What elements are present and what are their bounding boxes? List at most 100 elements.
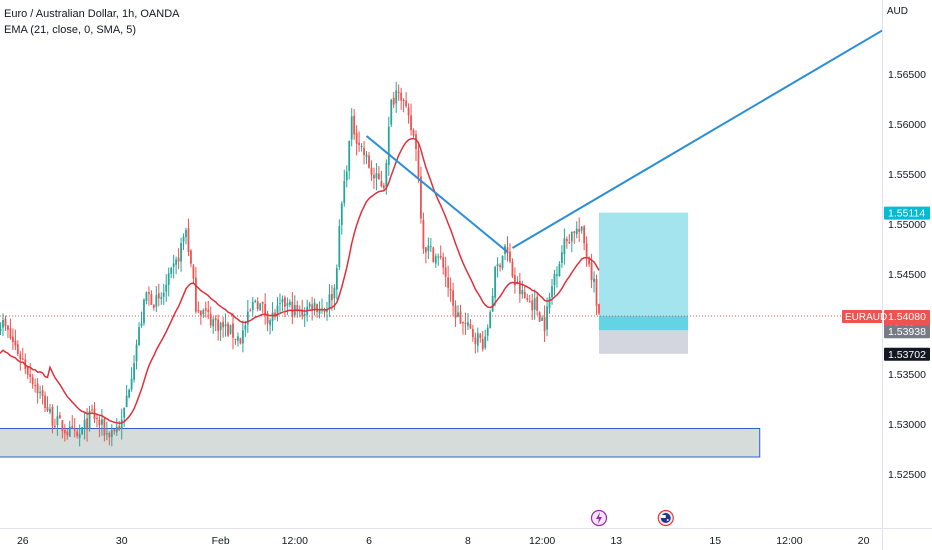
candle-body <box>204 308 207 311</box>
candle-body <box>162 292 165 297</box>
x-tick-label: 12:00 <box>282 535 308 547</box>
ema-indicator-label[interactable]: EMA (21, close, 0, SMA, 5) <box>4 24 137 36</box>
candle-body <box>4 318 7 327</box>
candle-body <box>194 277 197 312</box>
candle-body <box>187 228 190 253</box>
candle-body <box>190 250 192 264</box>
candle-body <box>152 305 155 308</box>
candle-body <box>486 327 489 336</box>
candle-body <box>41 390 44 396</box>
candle-body <box>145 292 148 302</box>
candle-body <box>328 294 331 309</box>
candle-body <box>224 324 227 327</box>
candle-body <box>526 298 529 301</box>
candle-body <box>177 257 180 262</box>
plot-area <box>0 29 882 458</box>
candle-body <box>568 242 571 244</box>
candle-body <box>402 100 405 102</box>
candle-body <box>21 358 24 360</box>
candle-body <box>318 308 321 314</box>
candle-body <box>26 367 29 375</box>
candle-body <box>365 154 368 157</box>
candle-body <box>202 310 205 315</box>
candle-body <box>462 321 464 324</box>
candle-body <box>598 304 600 314</box>
x-tick-label: Feb <box>212 535 230 547</box>
y-tick-label: 1.56000 <box>888 119 926 131</box>
candle-body <box>34 385 37 387</box>
candle-body <box>311 304 314 311</box>
candle-body <box>241 330 244 344</box>
candle-body <box>556 274 558 276</box>
candle-body <box>417 150 420 177</box>
candle-body <box>363 147 365 156</box>
candle-body <box>340 203 343 225</box>
candle-body <box>222 321 224 328</box>
candle-body <box>120 419 123 429</box>
candle-body <box>170 267 173 274</box>
symbol-title[interactable]: Euro / Australian Dollar, 1h, OANDA <box>4 8 180 20</box>
y-tick-label: 1.52500 <box>888 469 926 481</box>
candle-body <box>61 420 64 432</box>
candle-body <box>209 313 212 326</box>
candle-body <box>11 336 14 343</box>
candle-body <box>543 316 546 332</box>
candle-body <box>447 277 450 288</box>
candle-body <box>514 275 516 286</box>
candle-body <box>0 328 2 332</box>
candle-body <box>155 295 158 307</box>
candle-body <box>108 433 111 438</box>
candle-body <box>239 338 242 344</box>
candle-body <box>51 406 54 426</box>
candle-body <box>432 247 435 262</box>
candle-body <box>523 291 526 299</box>
candle-body <box>531 300 534 311</box>
candle-body <box>452 290 454 306</box>
candle-body <box>380 181 383 187</box>
x-tick-label: 12:00 <box>529 535 555 547</box>
candle-body <box>103 418 106 436</box>
candle-body <box>400 92 403 101</box>
candle-body <box>133 363 135 380</box>
candle-body <box>533 298 536 310</box>
candle-body <box>68 426 71 437</box>
candle-body <box>259 303 262 311</box>
candle-body <box>214 318 217 321</box>
position-stop-zone <box>598 330 689 354</box>
candle-body <box>467 322 469 326</box>
candle-body <box>491 295 494 312</box>
candle-body <box>229 325 232 334</box>
candle-body <box>123 407 126 418</box>
candle-body <box>373 175 375 179</box>
candle-body <box>165 284 168 292</box>
candle-body <box>439 255 442 258</box>
candle-body <box>496 264 499 267</box>
candle-body <box>105 433 108 435</box>
candle-body <box>429 246 432 248</box>
candle-body <box>412 129 415 136</box>
candle-body <box>96 417 98 419</box>
candle-body <box>424 247 427 253</box>
candle-body <box>66 431 69 436</box>
candle-body <box>551 286 553 298</box>
candle-body <box>286 303 289 306</box>
candle-body <box>471 328 474 338</box>
candle-body <box>422 220 425 249</box>
candle-body <box>570 231 573 242</box>
candle-body <box>331 293 333 301</box>
y-tick-label: 1.53500 <box>888 369 926 381</box>
candle-body <box>115 426 118 433</box>
candle-body <box>46 406 49 411</box>
candle-body <box>125 395 128 407</box>
candle-body <box>518 280 521 295</box>
candle-body <box>437 256 440 258</box>
candle-body <box>509 251 511 262</box>
candle-body <box>2 319 4 328</box>
candle-body <box>489 312 492 329</box>
candle-body <box>387 126 390 166</box>
candle-body <box>575 228 578 235</box>
candle-body <box>269 320 271 326</box>
candle-body <box>313 302 316 311</box>
candle-body <box>392 97 395 105</box>
